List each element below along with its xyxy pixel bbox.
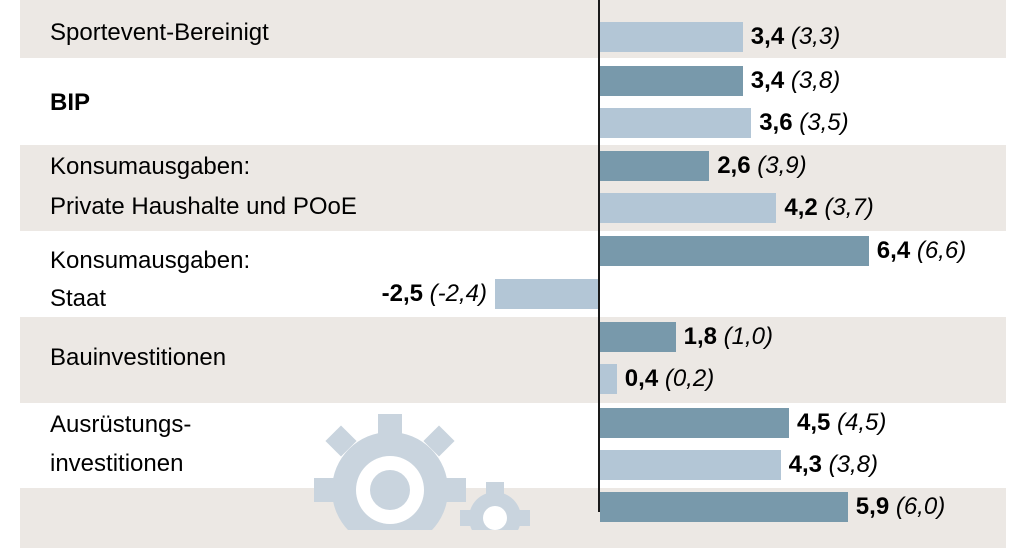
group-band — [20, 0, 1006, 58]
category-label: Bauinvestitionen — [50, 344, 227, 371]
bar-series-2 — [600, 450, 781, 480]
value-label: 2,6 (3,9) — [717, 152, 807, 179]
bar-series-1 — [600, 66, 743, 96]
bar-series-2 — [495, 279, 600, 309]
category-label: Konsumausgaben: — [50, 247, 251, 274]
bar-series-1 — [600, 492, 848, 522]
group-band — [20, 145, 1006, 231]
category-label: Staat — [50, 285, 107, 312]
category-label: BIP — [50, 89, 91, 116]
value-label: 3,6 (3,5) — [759, 109, 849, 136]
value-label: 5,9 (6,0) — [855, 493, 946, 520]
value-label: 4,3 (3,8) — [788, 451, 878, 478]
gears-icon — [314, 414, 530, 530]
bar-series-1 — [600, 408, 789, 438]
category-label: Private Haushalte und POoE — [50, 193, 357, 220]
category-label: Konsumausgaben: — [50, 153, 251, 180]
value-label: 4,2 (3,7) — [784, 194, 874, 221]
category-label: Sportevent-Bereinigt — [50, 19, 269, 46]
category-label: investitionen — [50, 450, 184, 477]
value-label: 3,4 (3,8) — [750, 67, 841, 94]
bar-series-2 — [600, 193, 777, 223]
value-label: -2,5 (-2,4) — [381, 280, 487, 307]
bar-series-1 — [600, 236, 869, 266]
group-band — [20, 58, 1006, 145]
value-label: 1,8 (1,0) — [683, 323, 773, 350]
bar-series-2 — [600, 364, 617, 394]
zero-axis — [598, 0, 600, 512]
value-label: 4,5 (4,5) — [797, 409, 887, 436]
group-band — [20, 317, 1006, 403]
value-label: 0,4 (0,2) — [624, 365, 715, 392]
bar-series-2 — [600, 108, 752, 138]
value-label: 3,4 (3,3) — [750, 23, 841, 50]
value-label: 6,4 (6,6) — [876, 237, 967, 264]
bar-series-2 — [600, 22, 743, 52]
category-label: Ausrüstungs- — [50, 411, 192, 438]
bar-series-1 — [600, 151, 710, 181]
bar-series-1 — [600, 322, 676, 352]
